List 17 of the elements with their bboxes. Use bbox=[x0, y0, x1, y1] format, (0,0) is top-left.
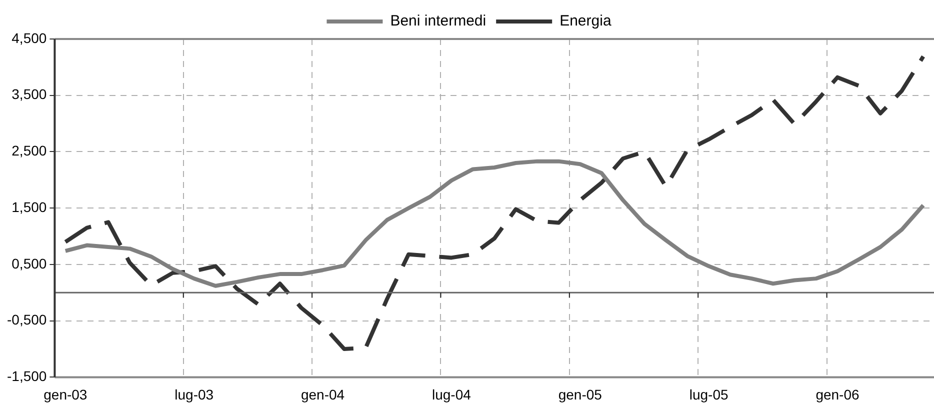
legend-label: Beni intermedi bbox=[390, 12, 486, 30]
x-tick-label: lug-03 bbox=[174, 386, 214, 402]
x-tick-label: gen-05 bbox=[558, 386, 602, 402]
y-tick-label: -0,500 bbox=[6, 312, 47, 328]
x-tick-label: lug-04 bbox=[432, 386, 472, 402]
y-tick-label: 2,500 bbox=[12, 142, 47, 159]
y-tick-label: 1,500 bbox=[12, 198, 47, 215]
y-tick-label: 3,500 bbox=[12, 86, 47, 102]
x-tick-label: gen-03 bbox=[44, 386, 88, 402]
line-series bbox=[63, 54, 926, 352]
y-tick-label: 4,500 bbox=[12, 30, 47, 46]
y-tick-label: -1,500 bbox=[6, 368, 47, 384]
y-tick-label: 0,500 bbox=[12, 255, 47, 272]
legend-label: Energia bbox=[560, 12, 612, 30]
x-tick-label: gen-06 bbox=[816, 386, 860, 402]
x-tick-label: lug-05 bbox=[689, 386, 728, 402]
x-tick-label: gen-04 bbox=[300, 386, 345, 402]
